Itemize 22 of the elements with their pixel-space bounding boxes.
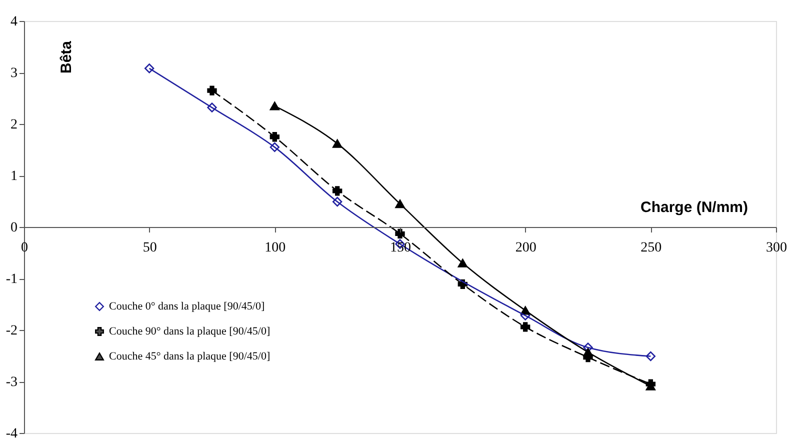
point [395, 228, 405, 239]
legend-label: Couche 45° dans la plaque [90/45/0] [109, 350, 270, 362]
x-tick-label: 50 [142, 240, 157, 256]
point [332, 186, 342, 196]
y-tick-label: 0 [10, 220, 18, 236]
legend-label: Couche 90° dans la plaque [90/45/0] [109, 326, 270, 338]
legend-label: Couche 0° dans la plaque [90/45/0] [109, 300, 265, 312]
y-tick-label: -3 [6, 375, 18, 390]
y-tick-label: 3 [10, 66, 18, 81]
x-tick-label: 250 [640, 240, 662, 256]
x-axis-title: Charge (N/mm) [640, 199, 748, 216]
y-tick-label: 2 [10, 118, 18, 132]
y-tick-label: -1 [6, 272, 18, 287]
y-tick-label: 4 [10, 14, 18, 30]
x-tick-label: 100 [264, 240, 286, 256]
y-tick-label: -4 [6, 426, 18, 442]
point [207, 86, 217, 96]
x-tick-label: 200 [515, 240, 536, 256]
y-axis-title: Bêta [58, 40, 75, 74]
y-tick-label: -2 [6, 324, 18, 338]
y-tick-label: 1 [10, 169, 18, 184]
x-tick-label: 300 [766, 240, 787, 256]
